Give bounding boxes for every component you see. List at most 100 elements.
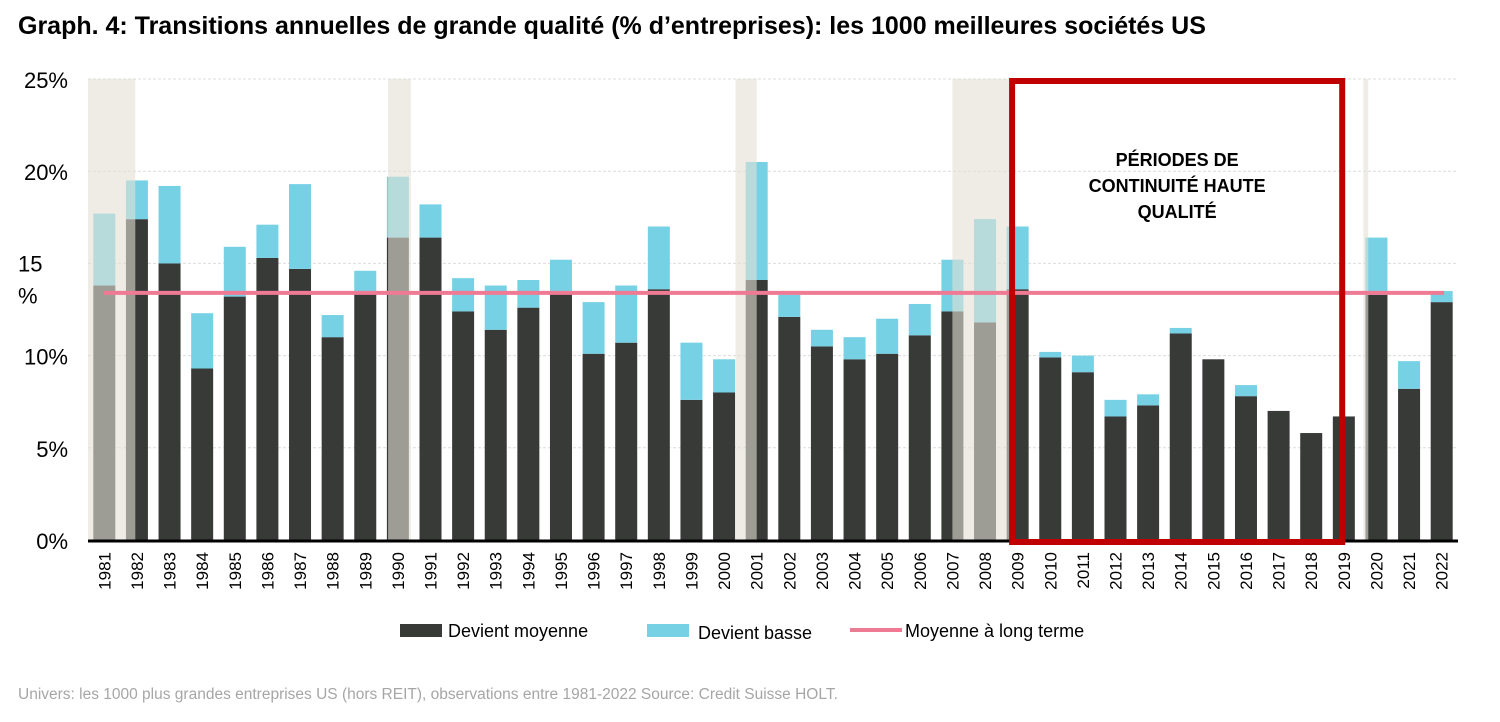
bar-devient-basse — [713, 359, 736, 393]
x-tick-label: 1982 — [128, 552, 147, 590]
bar-devient-basse — [582, 302, 605, 354]
x-tick-label: 2002 — [780, 552, 799, 590]
bar-devient-basse — [1137, 394, 1160, 406]
x-tick-label: 1986 — [258, 552, 277, 590]
x-tick-label: 2018 — [1302, 552, 1321, 590]
x-tick-label: 2017 — [1270, 552, 1289, 590]
bar-devient-basse — [484, 285, 507, 330]
x-tick-label: 1990 — [389, 552, 408, 590]
y-tick-label: 25% — [24, 68, 68, 93]
bar-devient-moyenne — [289, 268, 312, 540]
bar-devient-moyenne — [549, 292, 572, 540]
highlight-label: QUALITÉ — [1138, 201, 1217, 222]
bar-devient-moyenne — [256, 257, 279, 540]
bar-devient-moyenne — [354, 291, 377, 540]
bar-devient-moyenne — [1137, 405, 1160, 540]
bar-devient-basse — [1039, 351, 1062, 358]
y-tick-label: 15% — [18, 251, 42, 308]
bar-devient-moyenne — [1169, 333, 1192, 540]
highlight-box — [1009, 78, 1346, 545]
bar-devient-basse — [1104, 399, 1127, 417]
bar-devient-moyenne — [484, 329, 507, 540]
x-tick-label: 2013 — [1139, 552, 1158, 590]
x-tick-label: 1981 — [95, 552, 114, 590]
bar-devient-basse — [876, 318, 899, 354]
x-tick-label: 1985 — [226, 552, 245, 590]
bar-devient-basse — [321, 315, 344, 338]
bar-devient-basse — [549, 259, 572, 293]
x-tick-label: 2008 — [976, 552, 995, 590]
x-tick-label: 2020 — [1367, 552, 1386, 590]
x-tick-label: 1995 — [552, 552, 571, 590]
bar-devient-moyenne — [158, 263, 181, 540]
bar-devient-basse — [223, 246, 246, 297]
x-tick-label: 2014 — [1172, 552, 1191, 590]
bar-devient-moyenne — [191, 368, 214, 540]
bar-devient-moyenne — [713, 392, 736, 540]
x-tick-label: 2016 — [1237, 552, 1256, 590]
bar-devient-basse — [256, 224, 279, 258]
x-tick-label: 2001 — [748, 552, 767, 590]
bar-devient-moyenne — [452, 311, 475, 540]
highlight-label: CONTINUITÉ HAUTE — [1089, 175, 1266, 196]
x-tick-label: 2004 — [846, 552, 865, 590]
bar-devient-moyenne — [680, 399, 703, 540]
x-tick-label: 2012 — [1107, 552, 1126, 590]
bar-devient-moyenne — [1071, 372, 1094, 540]
x-tick-label: 2007 — [943, 552, 962, 590]
bar-devient-basse — [1169, 327, 1192, 334]
bar-devient-basse — [158, 185, 181, 264]
bar-devient-basse — [1071, 355, 1094, 373]
highlight-label: PÉRIODES DE — [1116, 149, 1239, 170]
bar-devient-basse — [810, 329, 833, 347]
bar-devient-basse — [778, 294, 801, 317]
bar-devient-basse — [354, 270, 377, 292]
bar-devient-moyenne — [582, 353, 605, 540]
bar-devient-moyenne — [223, 296, 246, 540]
bar-devient-basse — [191, 313, 214, 369]
x-tick-label: 2019 — [1335, 552, 1354, 590]
x-tick-label: 1991 — [422, 552, 441, 590]
x-tick-label: 1996 — [585, 552, 604, 590]
bar-devient-moyenne — [615, 342, 638, 540]
legend-swatch-devient-basse — [647, 624, 689, 637]
recession-shading — [735, 79, 757, 540]
recession-shading — [388, 79, 411, 540]
bar-devient-moyenne — [1300, 433, 1323, 540]
x-tick-label: 2006 — [911, 552, 930, 590]
bar-devient-basse — [419, 204, 442, 238]
source-note: Univers: les 1000 plus grandes entrepris… — [18, 686, 838, 703]
chart-title: Graph. 4: Transitions annuelles de grand… — [18, 12, 1206, 40]
bar-devient-basse — [908, 303, 931, 336]
x-tick-label: 2015 — [1204, 552, 1223, 590]
bar-devient-moyenne — [1398, 388, 1421, 540]
y-tick-label: 0% — [36, 529, 68, 554]
legend-label: Devient basse — [698, 623, 812, 643]
legend-swatch-devient-moyenne — [400, 624, 442, 637]
bar-devient-basse — [1234, 385, 1257, 397]
recession-shading — [88, 79, 136, 540]
x-tick-label: 1989 — [356, 552, 375, 590]
x-tick-label: 2021 — [1400, 552, 1419, 590]
bar-devient-basse — [680, 342, 703, 400]
bar-devient-basse — [1398, 361, 1421, 389]
bar-devient-moyenne — [1365, 294, 1388, 540]
y-tick-label: 10% — [24, 345, 68, 370]
bar-devient-moyenne — [908, 335, 931, 540]
x-tick-label: 1993 — [487, 552, 506, 590]
bar-devient-moyenne — [647, 289, 670, 540]
bar-devient-moyenne — [843, 359, 866, 540]
bar-devient-basse — [615, 285, 638, 343]
bar-devient-moyenne — [1430, 302, 1453, 540]
bar-devient-basse — [1430, 291, 1453, 303]
x-tick-label: 1998 — [650, 552, 669, 590]
x-tick-label: 2009 — [1009, 552, 1028, 590]
bar-devient-moyenne — [1267, 410, 1290, 540]
bar-devient-basse — [1365, 237, 1388, 295]
bar-devient-moyenne — [1234, 396, 1257, 540]
bar-devient-moyenne — [517, 307, 540, 540]
y-tick-label: 20% — [24, 160, 68, 185]
x-tick-label: 2000 — [715, 552, 734, 590]
bar-devient-basse — [647, 226, 670, 290]
